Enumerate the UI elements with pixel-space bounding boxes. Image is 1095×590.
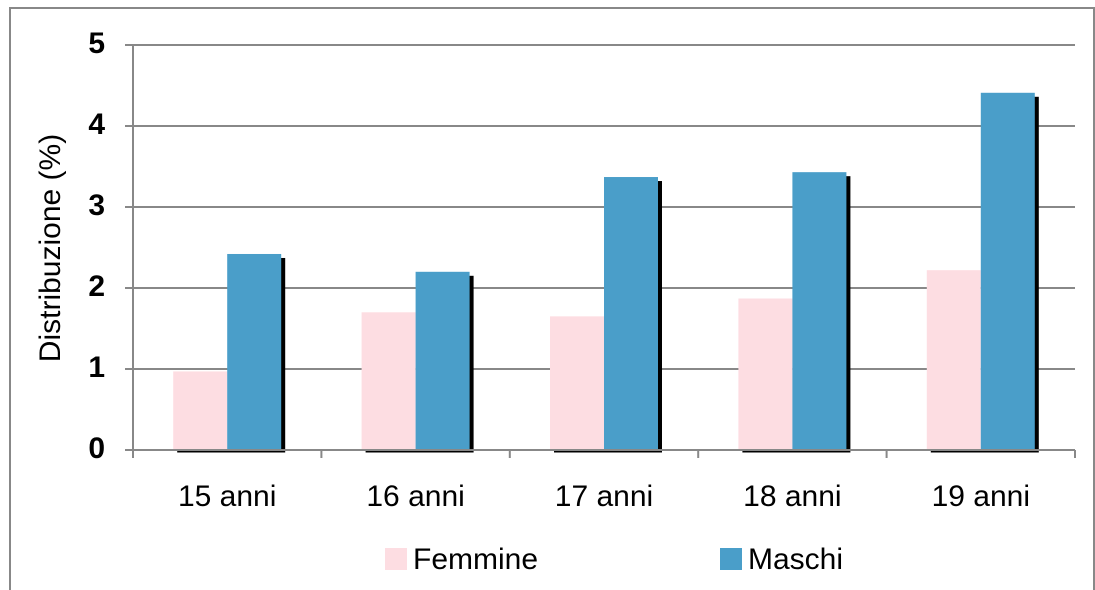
x-tick-label: 17 anni <box>555 480 653 513</box>
bar <box>227 253 282 450</box>
y-tick-label: 1 <box>88 351 105 384</box>
y-tick-label: 0 <box>88 432 105 465</box>
x-tick-label: 18 anni <box>743 480 841 513</box>
bar <box>173 371 228 450</box>
bar <box>550 316 604 450</box>
bar <box>604 177 658 450</box>
chart-frame <box>9 7 1095 590</box>
y-tick-label: 2 <box>88 270 105 303</box>
y-axis-label: Distribuzione (%) <box>34 134 67 362</box>
legend-label: Maschi <box>748 543 843 576</box>
y-tick-label: 5 <box>88 27 105 60</box>
bar <box>738 298 793 450</box>
y-tick-label: 4 <box>88 108 105 141</box>
bar <box>792 172 847 451</box>
x-tick-label: 16 anni <box>366 480 464 513</box>
bar <box>926 270 981 450</box>
x-tick-label: 19 anni <box>932 480 1030 513</box>
legend-swatch <box>720 548 742 570</box>
bar <box>361 312 416 450</box>
bar <box>980 92 1035 450</box>
bar <box>415 271 470 450</box>
legend-label: Femmine <box>413 543 538 576</box>
legend-swatch <box>385 548 407 570</box>
x-tick-label: 15 anni <box>178 480 276 513</box>
y-tick-label: 3 <box>88 189 105 222</box>
